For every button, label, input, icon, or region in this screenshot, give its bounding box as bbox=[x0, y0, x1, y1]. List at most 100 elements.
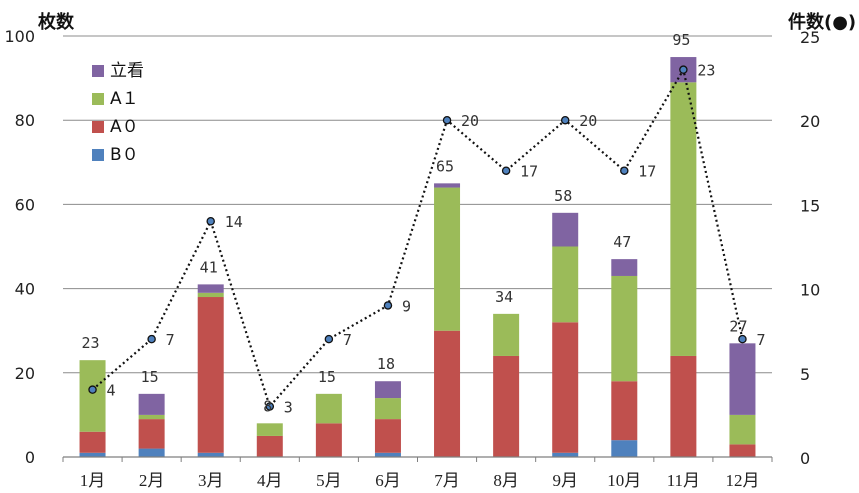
line-point bbox=[383, 301, 393, 310]
bar-segment bbox=[493, 313, 520, 356]
x-tick-label: 6月 bbox=[375, 471, 401, 490]
bar-segment bbox=[79, 431, 106, 453]
bar-segment bbox=[552, 322, 579, 453]
legend-label: A０ bbox=[110, 117, 139, 137]
bar-segment bbox=[374, 398, 401, 420]
line-point bbox=[560, 115, 570, 125]
bar-total-label: 41 bbox=[200, 258, 218, 276]
y2-tick-label: 10 bbox=[800, 281, 820, 300]
x-tick-label: 1月 bbox=[80, 471, 106, 490]
x-tick-label: 12月 bbox=[725, 471, 759, 490]
line-point-label: 14 bbox=[225, 213, 243, 231]
bar-segment bbox=[138, 448, 165, 457]
line-point-label: 20 bbox=[461, 112, 479, 130]
x-tick-label: 7月 bbox=[434, 471, 460, 490]
line-series bbox=[88, 65, 747, 411]
bar-segment bbox=[374, 452, 401, 457]
y2-tick-label: 20 bbox=[800, 112, 820, 131]
line-point-label: 4 bbox=[107, 382, 116, 400]
line-point-label: 20 bbox=[579, 112, 597, 130]
bar-segment bbox=[552, 246, 579, 323]
bar-segment bbox=[434, 183, 461, 188]
line-point bbox=[88, 385, 97, 394]
bar-segment bbox=[197, 452, 224, 457]
bar-total-label: 15 bbox=[318, 368, 336, 386]
bar-segment bbox=[493, 355, 520, 457]
y-tick-label: 40 bbox=[15, 280, 35, 299]
line-point bbox=[265, 402, 275, 411]
bar-segment bbox=[138, 414, 165, 420]
bar-segment bbox=[374, 419, 401, 453]
line-point-label: 23 bbox=[697, 62, 715, 80]
bar-segment bbox=[138, 419, 165, 449]
y-tick-label: 20 bbox=[15, 364, 35, 383]
bar-segment bbox=[197, 292, 224, 298]
bar-total-label: 18 bbox=[377, 355, 395, 373]
line-point-label: 17 bbox=[520, 163, 538, 181]
line-point-label: 17 bbox=[638, 163, 656, 181]
bar-segment bbox=[374, 381, 401, 399]
bar-segment bbox=[434, 187, 461, 331]
line-point-label: 7 bbox=[166, 331, 175, 349]
x-tick-label: 10月 bbox=[607, 471, 641, 490]
bar-segment bbox=[611, 381, 638, 441]
legend-swatch bbox=[92, 149, 104, 161]
bar-segment bbox=[434, 330, 461, 457]
x-tick-label: 8月 bbox=[493, 471, 519, 490]
bar-segment bbox=[138, 393, 165, 415]
y-tick-label: 0 bbox=[25, 448, 35, 467]
x-tick-label: 9月 bbox=[552, 471, 578, 490]
line-point-label: 7 bbox=[756, 331, 765, 349]
y2-tick-label: 15 bbox=[800, 196, 820, 215]
bar-segment bbox=[79, 360, 106, 432]
axes: 0 20 40 60 80 100 0 5 10 15 20 25 1月 2月 3月 4月 5月 6月 7月 8月 9月… bbox=[4, 27, 820, 490]
x-tick-label: 3月 bbox=[198, 471, 224, 490]
bar-segment bbox=[552, 212, 579, 247]
line-point bbox=[501, 166, 511, 175]
bar-segment bbox=[79, 452, 106, 457]
legend-swatch bbox=[92, 65, 104, 77]
bar-segment bbox=[670, 82, 697, 356]
legend-label: A１ bbox=[110, 89, 139, 109]
bar-segment bbox=[611, 275, 638, 382]
line-point bbox=[620, 166, 629, 175]
bar-total-label: 65 bbox=[436, 157, 454, 175]
bar-total-label: 8 bbox=[263, 397, 272, 415]
line-point bbox=[324, 334, 334, 344]
bar-segment bbox=[197, 297, 224, 453]
x-tick-label: 2月 bbox=[139, 471, 165, 490]
x-tick-label: 11月 bbox=[667, 471, 700, 490]
y2-tick-label: 0 bbox=[800, 449, 810, 468]
bar-segment bbox=[315, 393, 342, 424]
bar-segment bbox=[552, 452, 579, 457]
x-tick-label: 4月 bbox=[257, 471, 283, 490]
legend-swatch bbox=[92, 121, 104, 133]
legend-label: 立看 bbox=[110, 61, 144, 81]
legend-swatch bbox=[92, 93, 104, 105]
y2-axis-title: 件数(●) bbox=[788, 11, 856, 33]
gridlines bbox=[63, 35, 772, 374]
data-labels: 2315418151865345847952747143792017201723… bbox=[82, 31, 766, 416]
y-tick-label: 60 bbox=[15, 195, 35, 214]
bar-total-label: 15 bbox=[141, 368, 159, 386]
line-point bbox=[738, 334, 747, 344]
line-point bbox=[147, 334, 156, 344]
y-tick-label: 100 bbox=[4, 27, 35, 46]
bar-total-label: 34 bbox=[495, 288, 513, 306]
line-point bbox=[442, 115, 452, 125]
line-point bbox=[679, 65, 688, 74]
bar-segment bbox=[256, 435, 283, 457]
bar-total-label: 58 bbox=[554, 187, 572, 205]
bar-total-label: 95 bbox=[672, 31, 690, 49]
bar-segment bbox=[256, 423, 283, 436]
bars bbox=[79, 57, 756, 457]
line-point bbox=[206, 216, 215, 226]
y2-tick-label: 5 bbox=[800, 365, 810, 384]
bar-segment bbox=[611, 259, 638, 276]
bar-segment bbox=[729, 343, 756, 415]
y-tick-label: 80 bbox=[15, 111, 35, 130]
line-point-label: 3 bbox=[284, 398, 293, 416]
legend-label: B０ bbox=[110, 145, 139, 165]
bar-segment bbox=[670, 355, 697, 457]
